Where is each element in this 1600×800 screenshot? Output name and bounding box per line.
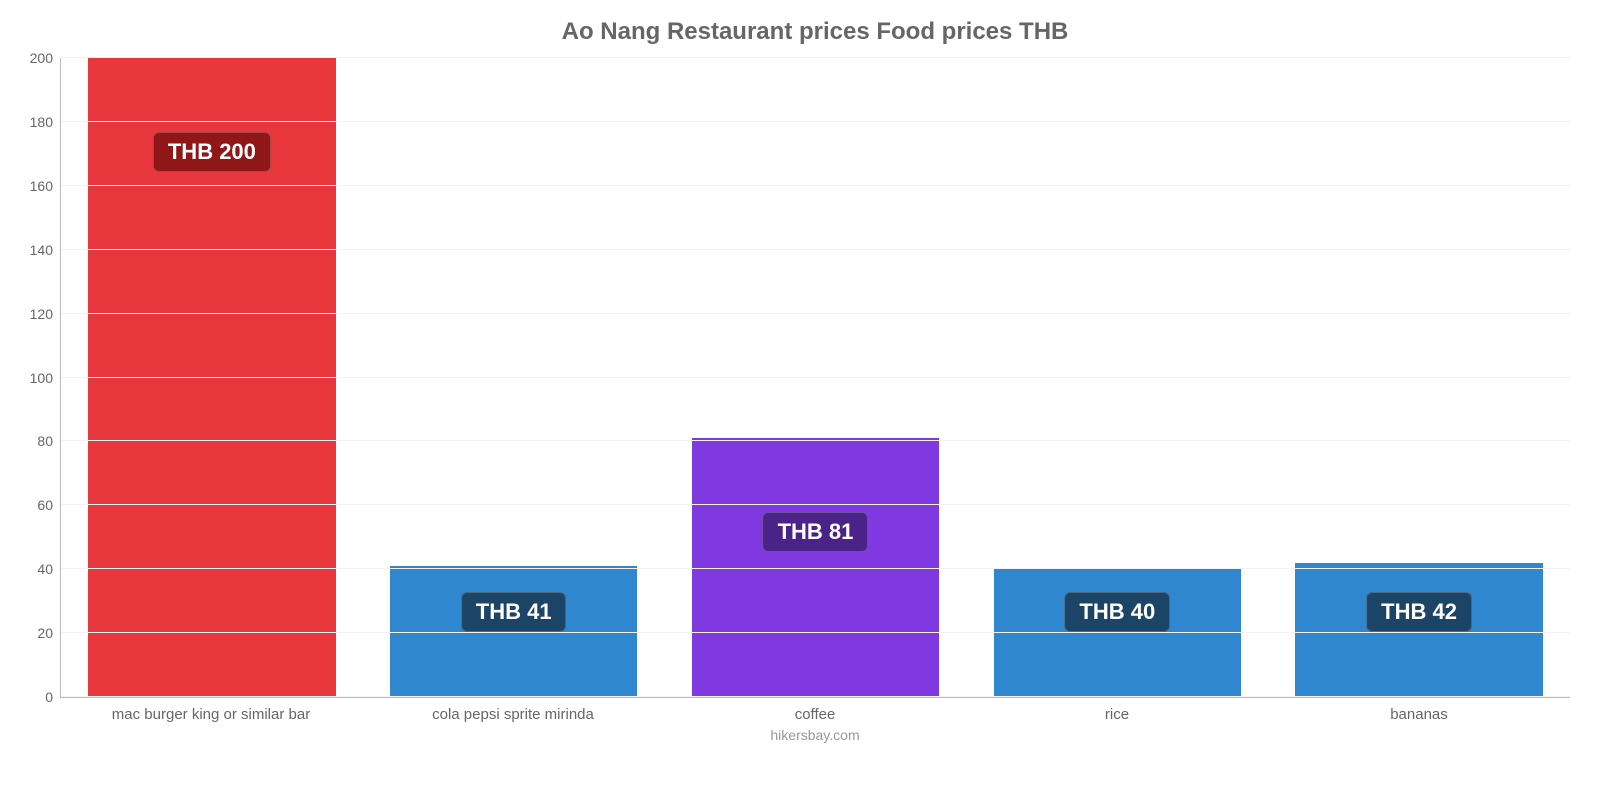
- y-tick-label: 100: [30, 370, 61, 386]
- bar-slot: THB 81: [665, 58, 967, 697]
- bar: [88, 58, 335, 697]
- gridline: [61, 57, 1570, 58]
- chart-credit: hikersbay.com: [60, 727, 1570, 743]
- gridline: [61, 121, 1570, 122]
- bar-slot: THB 42: [1268, 58, 1570, 697]
- gridline: [61, 568, 1570, 569]
- x-tick-label: bananas: [1268, 706, 1570, 723]
- gridline: [61, 249, 1570, 250]
- y-tick-label: 140: [30, 242, 61, 258]
- bar-slot: THB 41: [363, 58, 665, 697]
- bar-slot: THB 200: [61, 58, 363, 697]
- y-tick-label: 0: [45, 689, 61, 705]
- y-tick-label: 200: [30, 50, 61, 66]
- x-tick-label: coffee: [664, 706, 966, 723]
- x-tick-label: rice: [966, 706, 1268, 723]
- gridline: [61, 504, 1570, 505]
- chart-title: Ao Nang Restaurant prices Food prices TH…: [60, 18, 1570, 46]
- y-tick-label: 180: [30, 114, 61, 130]
- gridline: [61, 185, 1570, 186]
- bar-slot: THB 40: [966, 58, 1268, 697]
- y-tick-label: 60: [37, 497, 61, 513]
- y-tick-label: 80: [37, 433, 61, 449]
- y-tick-label: 120: [30, 306, 61, 322]
- bar: [1295, 563, 1542, 697]
- y-tick-label: 160: [30, 178, 61, 194]
- gridline: [61, 440, 1570, 441]
- x-axis-labels: mac burger king or similar barcola pepsi…: [60, 706, 1570, 723]
- plot-area: THB 200THB 41THB 81THB 40THB 42 02040608…: [60, 58, 1570, 698]
- y-tick-label: 40: [37, 561, 61, 577]
- x-tick-label: cola pepsi sprite mirinda: [362, 706, 664, 723]
- gridline: [61, 313, 1570, 314]
- y-tick-label: 20: [37, 625, 61, 641]
- chart-container: Ao Nang Restaurant prices Food prices TH…: [0, 0, 1600, 800]
- gridline: [61, 632, 1570, 633]
- gridline: [61, 696, 1570, 697]
- bars-row: THB 200THB 41THB 81THB 40THB 42: [61, 58, 1570, 697]
- x-tick-label: mac burger king or similar bar: [60, 706, 362, 723]
- gridline: [61, 377, 1570, 378]
